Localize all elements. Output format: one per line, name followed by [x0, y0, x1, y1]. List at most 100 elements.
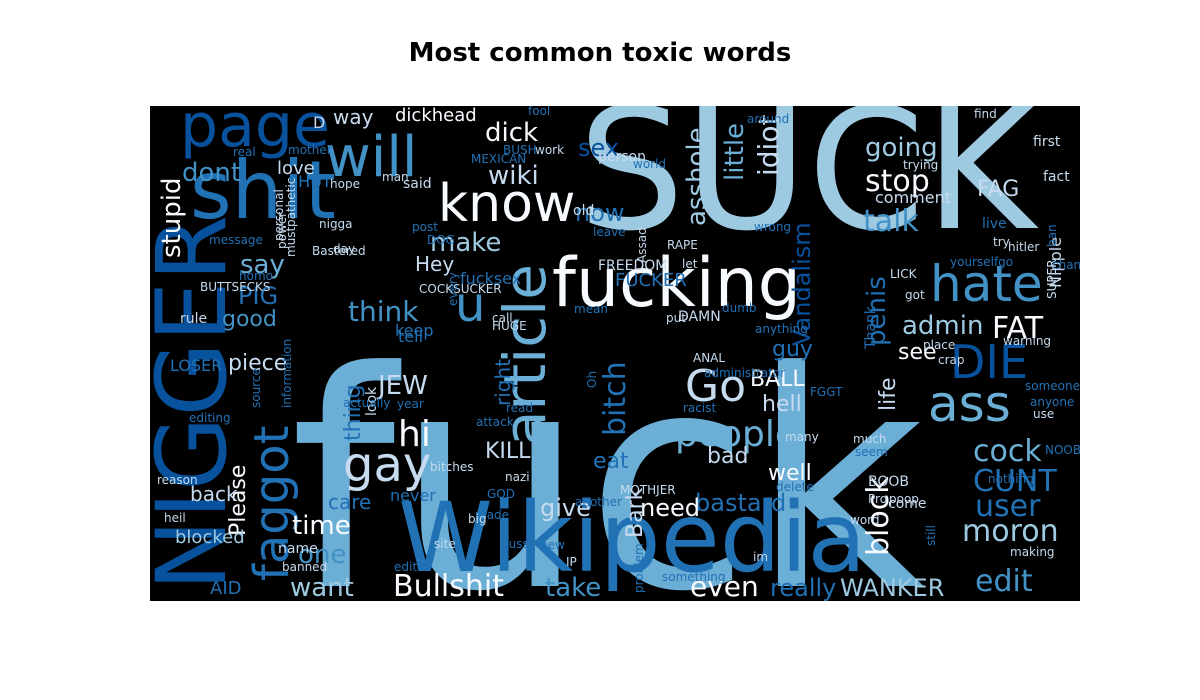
word-wiki: wiki	[488, 161, 539, 191]
word-mothjer: MOTHJER	[620, 483, 676, 497]
word-change: change	[1052, 258, 1080, 272]
word-take: take	[545, 573, 601, 601]
word-die: DIE	[950, 335, 1028, 389]
word-way: way	[333, 106, 374, 129]
word-fucker: FUCKER	[615, 270, 687, 291]
word-information: information	[280, 339, 294, 408]
word-cock: cock	[973, 434, 1042, 469]
word-something: something	[662, 570, 726, 584]
word-warning: warning	[1003, 334, 1051, 348]
word-site: site	[434, 537, 456, 551]
word-racist: racist	[683, 401, 716, 415]
word-eat: eat	[593, 449, 629, 474]
word-page: page	[180, 106, 330, 161]
word-wikipedia: Wikipedia	[398, 482, 866, 594]
word-said: said	[403, 176, 432, 192]
word-ball: BALL	[750, 367, 805, 392]
word-real: real	[233, 145, 256, 159]
word-hate: hate	[930, 255, 1043, 313]
word-dont: dont	[182, 158, 241, 188]
word-name: name	[278, 541, 318, 557]
word-jew: JEW	[376, 371, 428, 401]
word-editor: editor	[394, 560, 429, 574]
word-ban: ban	[1045, 224, 1059, 247]
word-anything: anything	[755, 322, 808, 336]
word-care: care	[328, 490, 371, 514]
word-put: put	[666, 311, 686, 325]
word-say: say	[240, 250, 285, 280]
word-boob: BOOB	[868, 474, 909, 490]
word-even: even	[690, 570, 759, 601]
word-big: big	[468, 512, 487, 526]
word-noob: NOOB	[1045, 443, 1080, 457]
word-hitler: hitler	[1008, 240, 1039, 254]
word-still: still	[924, 525, 938, 546]
word-fggt: FGGT	[810, 385, 843, 399]
word-right: right	[491, 359, 515, 406]
word-heil: heil	[164, 511, 186, 525]
word-old: old	[573, 203, 594, 219]
word-bad: bad	[707, 444, 748, 469]
word-time: time	[292, 511, 351, 541]
word-new: new	[540, 538, 565, 552]
word-read: read	[506, 401, 533, 415]
word-stop: stop	[865, 164, 930, 199]
word-people: people	[675, 414, 797, 455]
word-lick: LICK	[890, 267, 918, 281]
word-fool: fool	[528, 106, 550, 118]
word-dick: dick	[485, 118, 538, 148]
word-source: source	[249, 368, 263, 408]
word-call: call	[492, 311, 513, 325]
word-bark: Bark	[623, 487, 648, 538]
word-let: let	[682, 257, 698, 271]
word-personal: personal	[272, 189, 286, 241]
word-buttsecks: BUTTSECKS	[200, 280, 271, 294]
word-reason: reason	[157, 473, 198, 487]
word-every: every	[446, 272, 460, 306]
word-someone: someone	[1025, 379, 1080, 393]
word-oh: Oh	[585, 371, 599, 388]
word-guy: guy	[772, 337, 813, 362]
word-moron: moron	[962, 514, 1059, 549]
word-one: one	[298, 540, 346, 570]
word-work: work	[535, 143, 564, 157]
word-shut: SHUT	[288, 172, 332, 191]
word-keep: keep	[395, 321, 434, 340]
word-nazi: nazi	[505, 470, 530, 484]
word-find: find	[974, 107, 997, 121]
word-damn: DAMN	[678, 309, 721, 325]
word-pathetic: pathetic	[284, 178, 298, 227]
word-user: user	[975, 489, 1041, 524]
word-ass: ass	[928, 375, 1011, 433]
word-tell: tell	[398, 327, 423, 346]
word-know: know	[438, 174, 575, 234]
word-around: around	[747, 112, 789, 126]
word-pussy: pussy	[501, 537, 536, 551]
word-fuck: fuck	[290, 308, 924, 601]
word-try: try	[993, 235, 1010, 249]
word-never: never	[390, 486, 436, 505]
word-wanker: WANKER	[840, 574, 944, 601]
word-live: live	[982, 216, 1007, 232]
word-dog: DOG	[427, 233, 455, 247]
word-sex: sex	[578, 134, 619, 162]
word-mean: mean	[574, 302, 608, 316]
word-blocked: blocked	[175, 527, 245, 548]
word-crap: crap	[938, 353, 965, 367]
word-word: word	[850, 513, 880, 527]
word-go: Go	[685, 361, 746, 412]
word-nigga: nigga	[319, 217, 353, 231]
word-must: must	[284, 226, 298, 257]
word-poop: poop	[889, 492, 919, 506]
word-anyone: anyone	[1030, 395, 1074, 409]
word-really: really	[770, 574, 836, 601]
word-fat: FAT	[992, 311, 1044, 346]
word-year: year	[397, 397, 424, 411]
word-administrator: administrator	[704, 366, 785, 380]
word-gay: gay	[343, 437, 431, 493]
word-nigger: NIGGER	[150, 215, 248, 591]
word-well: well	[768, 461, 812, 486]
word-vandalism: Vandalism	[788, 222, 816, 346]
